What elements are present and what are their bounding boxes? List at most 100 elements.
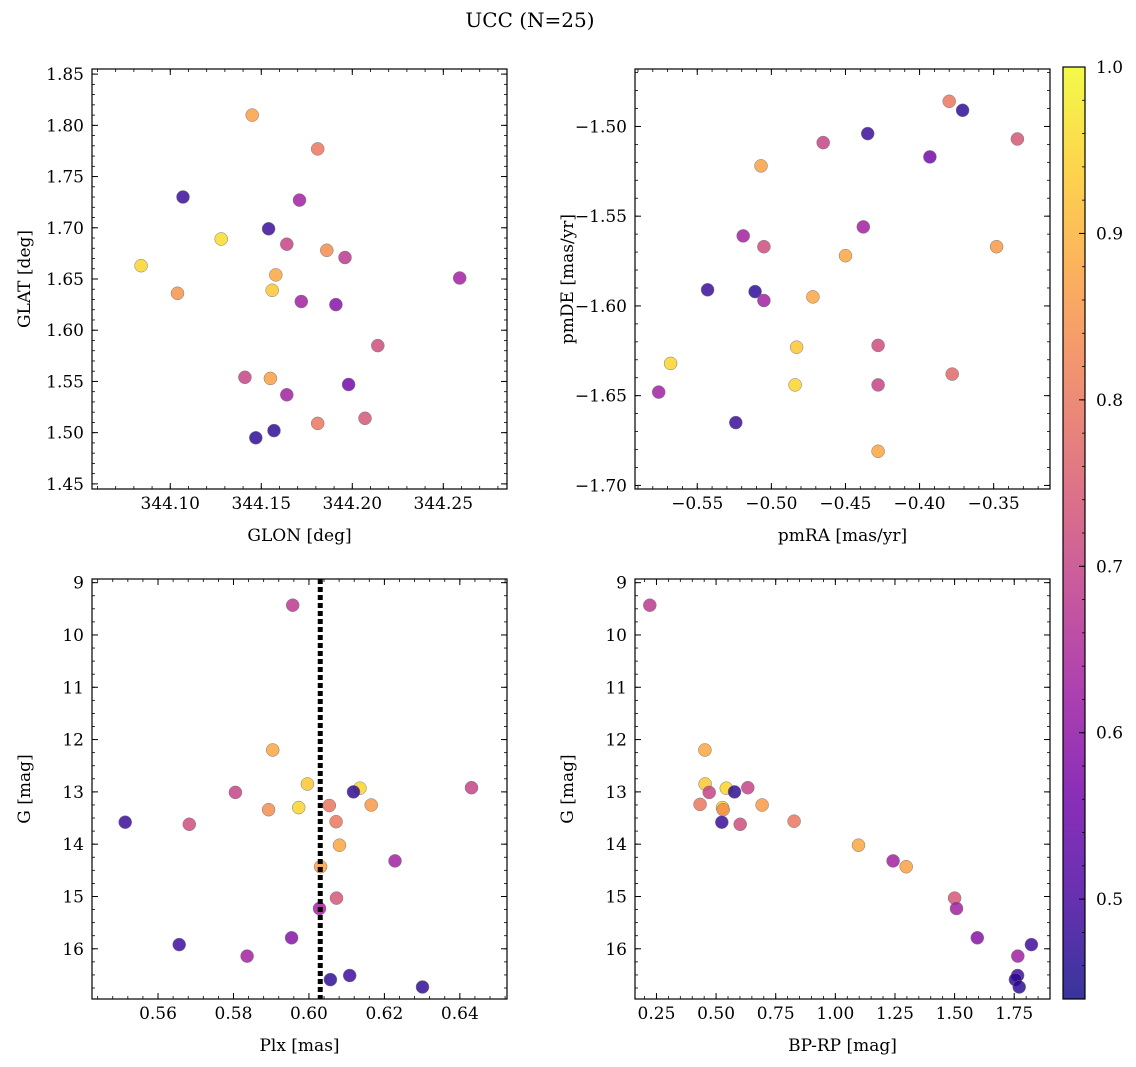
scatter-point (320, 243, 334, 258)
figure-title: UCC (N=25) (465, 8, 594, 32)
scatter-point (698, 743, 712, 757)
scatter-point (329, 297, 343, 312)
y-tick-label: −1.65 (575, 387, 627, 407)
scatter-point (228, 785, 243, 800)
y-tick-label: −1.55 (575, 207, 627, 227)
scatter-points (134, 108, 467, 445)
scatter-point (651, 385, 666, 399)
y-tick-label: 16 (62, 940, 84, 960)
y-tick-label: 1.70 (46, 219, 84, 239)
scatter-point (284, 931, 299, 945)
x-axis-label: Plx [mas] (259, 1036, 339, 1056)
x-axis: 0.56 0.58 0.60 0.62 0.64 (97, 579, 506, 1024)
scatter-point (700, 283, 715, 297)
scatter-point (291, 800, 306, 815)
scatter-point (249, 431, 263, 445)
y-axis-label: pmDE [mas/yr] (558, 214, 578, 344)
x-tick-label: 344.15 (232, 494, 291, 514)
panel-3: 0.56 0.58 0.60 0.62 0.64 9 10 11 12 13 14 15 16 Plx [… (15, 574, 508, 1056)
colorbar-tick-label: 0.5 (1096, 890, 1123, 910)
scatter-point (989, 239, 1004, 254)
y-tick-label: 1.65 (46, 270, 84, 290)
scatter-point (643, 598, 657, 612)
scatter-point (265, 743, 280, 757)
x-axis-label: GLON [deg] (247, 526, 351, 546)
scatter-point (860, 126, 875, 141)
x-tick-label: 344.25 (414, 494, 473, 514)
y-tick-label: −1.60 (575, 297, 627, 317)
scatter-point (970, 931, 985, 945)
scatter-point (851, 838, 866, 852)
scatter-points (643, 598, 1039, 994)
y-axis: 1.45 1.50 1.55 1.60 1.65 1.70 1.75 1.80 1.85 (46, 65, 507, 495)
scatter-point (755, 798, 769, 812)
scatter-point (788, 378, 802, 392)
y-axis: −1.70 −1.65 −1.60 −1.55 −1.50 (575, 72, 1050, 496)
scatter-point (1010, 132, 1025, 146)
y-tick-label: 11 (605, 678, 627, 698)
scatter-point (663, 356, 678, 371)
scatter-point (702, 785, 716, 800)
scatter-point (214, 232, 228, 246)
axes-frame (634, 578, 1051, 1000)
scatter-point (269, 268, 283, 282)
scatter-point (871, 444, 885, 459)
scatter-point (1024, 937, 1039, 952)
colorbar-tick-label: 0.7 (1096, 557, 1123, 577)
x-tick-label: −0.55 (671, 494, 723, 514)
y-tick-label: 11 (62, 678, 84, 698)
scatter-point (310, 142, 325, 156)
y-tick-label: 9 (616, 574, 627, 594)
x-axis: 0.25 0.50 0.75 1.00 1.25 1.50 1.75 (638, 579, 1051, 1024)
y-axis-label: G [mag] (558, 754, 578, 823)
colorbar-tick-label: 0.8 (1096, 391, 1123, 411)
scatter-point (364, 798, 378, 812)
colorbar-tick-label: 0.9 (1096, 224, 1123, 244)
scatter-point (727, 785, 742, 799)
scatter-point (787, 814, 801, 828)
scatter-point (899, 859, 913, 874)
x-tick-label: 0.50 (697, 1004, 735, 1024)
x-tick-label: 0.64 (441, 1004, 479, 1024)
y-tick-label: 1.50 (46, 424, 84, 444)
scatter-point (715, 815, 729, 829)
y-axis: 9 10 11 12 13 14 15 16 (605, 574, 1050, 989)
y-tick-label: 14 (605, 835, 627, 855)
scatter-point (757, 239, 771, 254)
colorbar-tick-label: 0.6 (1096, 724, 1123, 744)
y-tick-label: 1.55 (46, 372, 84, 392)
y-tick-label: 10 (605, 626, 627, 646)
y-tick-label: 13 (62, 783, 84, 803)
y-axis: 9 10 11 12 13 14 15 16 (62, 574, 507, 989)
scatter-point (338, 250, 352, 265)
scatter-point (729, 415, 743, 430)
scatter-point (736, 229, 750, 243)
y-tick-label: 12 (605, 731, 627, 751)
scatter-point (693, 797, 707, 812)
x-axis: −0.55 −0.50 −0.45 −0.40 −0.35 (637, 69, 1039, 514)
x-tick-label: 1.75 (995, 1004, 1033, 1024)
scatter-point (838, 248, 853, 263)
y-tick-label: 13 (605, 783, 627, 803)
x-tick-label: −0.45 (819, 494, 871, 514)
colorbar-gradient (1062, 66, 1086, 1000)
y-axis-label: G [mag] (15, 754, 35, 823)
scatter-point (172, 937, 186, 952)
scatter-point (754, 159, 768, 173)
scatter-point (741, 780, 755, 795)
scatter-point (415, 980, 430, 994)
y-tick-label: 1.45 (46, 475, 84, 495)
scatter-point (310, 416, 325, 431)
x-tick-label: 344.20 (323, 494, 382, 514)
scatter-point (871, 378, 885, 392)
x-tick-label: 1.00 (816, 1004, 854, 1024)
scatter-point (280, 237, 294, 251)
scatter-point (332, 838, 347, 852)
y-tick-label: 1.60 (46, 321, 84, 341)
scatter-point (748, 284, 762, 299)
scatter-point (292, 193, 307, 207)
x-tick-label: 1.25 (876, 1004, 914, 1024)
scatter-point (341, 377, 356, 392)
